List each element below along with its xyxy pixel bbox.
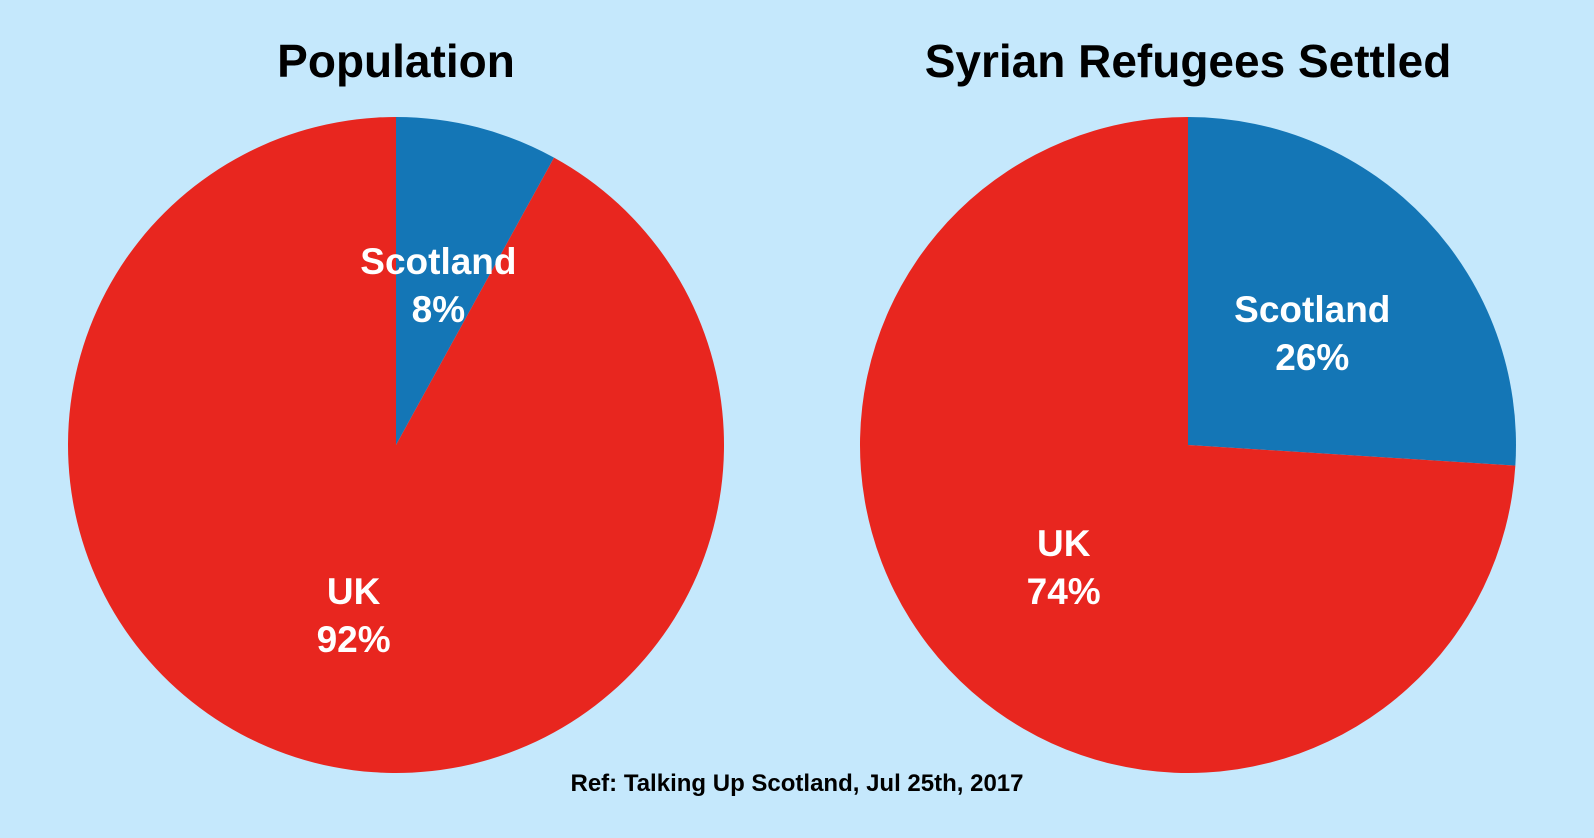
slice-value-scotland: 8% — [412, 289, 465, 330]
slice-value-uk: 74% — [1027, 571, 1101, 612]
slice-label-scotland: Scotland — [360, 241, 516, 282]
pie-slice-uk — [859, 117, 1516, 774]
slice-value-uk: 92% — [317, 619, 391, 660]
pie-chart-syrian-refugees-settled: Syrian Refugees Settled Scotland 26% UK 74% — [859, 35, 1516, 774]
chart-title: Population — [277, 35, 515, 87]
pie-chart-population: Population Scotland 8% UK 92% — [68, 35, 725, 773]
slice-label-uk: UK — [1037, 523, 1091, 564]
source-reference: Ref: Talking Up Scotland, Jul 25th, 2017 — [570, 770, 1024, 797]
slice-label-uk: UK — [327, 571, 381, 612]
chart-title: Syrian Refugees Settled — [925, 35, 1452, 87]
pie-slice-uk — [68, 117, 725, 773]
slice-label-scotland: Scotland — [1234, 289, 1390, 330]
pie-slice-scotland — [1188, 117, 1516, 466]
slice-value-scotland: 26% — [1275, 337, 1349, 378]
pie-slice-scotland — [396, 117, 555, 445]
